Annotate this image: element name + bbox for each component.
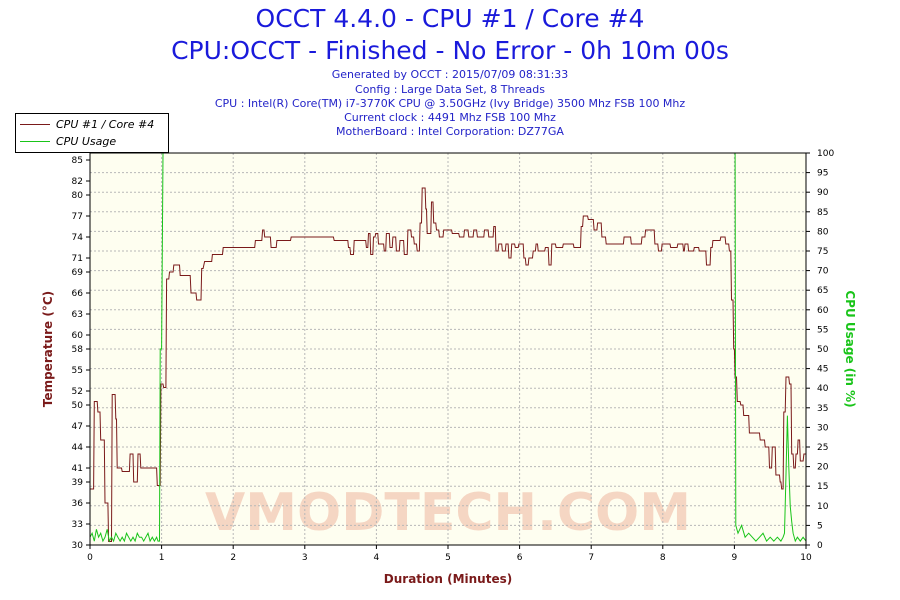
chart-title: OCCT 4.4.0 - CPU #1 / Core #4 [255,4,645,33]
legend-entry-usage: CPU Usage [20,133,116,149]
y-tick-label: 30 [72,541,84,551]
y2-tick-label: 25 [817,443,828,453]
y2-tick-label: 95 [817,169,828,179]
y-tick-label: 74 [72,233,84,243]
legend-entry-temperature: CPU #1 / Core #4 [20,116,154,132]
x-tick-label: 3 [302,553,308,563]
y2-tick-label: 10 [817,502,829,512]
y-tick-label: 60 [72,331,84,341]
y2-tick-label: 70 [817,267,829,277]
legend-label-temperature: CPU #1 / Core #4 [56,117,155,131]
x-tick-label: 10 [800,553,812,563]
x-tick-label: 9 [732,553,738,563]
y2-tick-label: 55 [817,325,828,335]
y-tick-label: 71 [72,254,83,264]
info-generated: Generated by OCCT : 2015/07/09 08:31:33 [331,68,569,81]
y2-tick-label: 80 [817,227,829,237]
y-tick-label: 36 [72,499,84,509]
y2-tick-label: 60 [817,306,829,316]
y2-tick-label: 40 [817,384,829,394]
y-tick-label: 50 [72,401,84,411]
y-tick-label: 33 [72,520,83,530]
x-tick-label: 7 [588,553,594,563]
y2-tick-label: 90 [817,188,829,198]
series-line-usage [89,152,807,543]
x-axis-label: Duration (Minutes) [384,572,512,586]
y2-tick-label: 20 [817,463,829,473]
y-tick-label: 66 [72,289,84,299]
series-line-temperature [90,187,806,542]
y-tick-label: 58 [72,345,84,355]
y-tick-label: 82 [72,177,83,187]
legend: CPU #1 / Core #4 CPU Usage [15,113,169,153]
legend-swatch-temperature [20,123,50,125]
y-tick-label: 55 [72,366,83,376]
y2-tick-label: 100 [817,149,834,159]
y-tick-label: 39 [72,478,84,488]
y2-tick-label: 15 [817,482,828,492]
info-clock: Current clock : 4491 Mhz FSB 100 Mhz [344,111,556,124]
y-tick-label: 85 [72,156,83,166]
y-axis-label: Temperature (°C) [41,291,55,407]
y-tick-label: 52 [72,387,83,397]
x-tick-label: 4 [374,553,380,563]
x-tick-label: 6 [517,553,523,563]
y-tick-label: 47 [72,422,83,432]
series-lines [89,152,807,543]
chart-subtitle: CPU:OCCT - Finished - No Error - 0h 10m … [171,36,729,65]
x-tick-label: 0 [87,553,93,563]
info-cpu: CPU : Intel(R) Core(TM) i7-3770K CPU @ 3… [214,97,686,110]
y2-tick-label: 65 [817,286,828,296]
y2-tick-label: 50 [817,345,829,355]
y2-tick-label: 45 [817,365,828,375]
info-config: Config : Large Data Set, 8 Threads [355,83,545,96]
y-tick-label: 63 [72,310,83,320]
y2-tick-label: 35 [817,404,828,414]
y2-axis-label: CPU Usage (in %) [843,290,857,407]
y-tick-label: 41 [72,464,83,474]
grid-lines [89,152,807,546]
x-tick-label: 2 [230,553,236,563]
x-tick-label: 5 [445,553,451,563]
y-tick-label: 69 [72,268,84,278]
info-motherboard: MotherBoard : Intel Corporation: DZ77GA [336,125,564,138]
legend-swatch-usage [20,140,50,142]
y2-tick-label: 5 [817,521,823,531]
y-tick-label: 44 [72,443,84,453]
x-tick-label: 8 [660,553,666,563]
legend-label-usage: CPU Usage [56,134,117,148]
axes: 0 1 2 3 4 5 6 7 8 9 103033363941444750525558606366… [72,149,835,563]
y2-tick-label: 0 [817,541,823,551]
y-tick-label: 77 [72,212,83,222]
x-tick-label: 1 [159,553,165,563]
y2-tick-label: 85 [817,208,828,218]
y2-tick-label: 30 [817,423,829,433]
y2-tick-label: 75 [817,247,828,257]
y-tick-label: 80 [72,191,84,201]
